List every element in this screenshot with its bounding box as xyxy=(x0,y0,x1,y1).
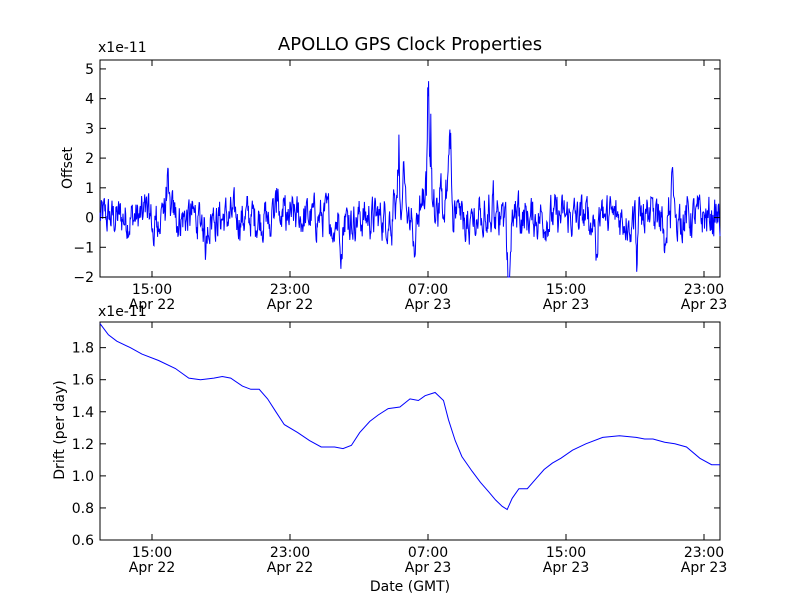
xtick-label-time: 23:00 xyxy=(684,282,724,298)
ytick-label: 0.8 xyxy=(72,501,94,517)
xtick-label-time: 07:00 xyxy=(408,545,448,561)
drift-scale-label: x1e-11 xyxy=(98,304,147,320)
chart-title: APOLLO GPS Clock Properties xyxy=(278,34,542,55)
ytick-label: 0.6 xyxy=(72,533,94,549)
offset-plot-frame xyxy=(99,59,721,278)
ytick-label: 5 xyxy=(85,62,94,78)
xtick-label-time: 23:00 xyxy=(684,545,724,561)
offset-series-line xyxy=(99,81,721,278)
drift-series-line xyxy=(99,323,720,511)
ytick-label: 1.8 xyxy=(72,341,94,357)
offset-ylabel: Offset xyxy=(60,146,76,189)
xtick-label-date: Apr 22 xyxy=(267,560,313,576)
ytick-label: 1.0 xyxy=(72,469,94,485)
xtick-label-time: 15:00 xyxy=(132,545,172,561)
ytick-label: 2 xyxy=(85,151,94,167)
xtick-label-date: Apr 22 xyxy=(267,297,313,313)
xtick-label-time: 15:00 xyxy=(546,282,586,298)
ytick-label: 3 xyxy=(85,121,94,137)
ytick-label: −1 xyxy=(73,240,94,256)
xtick-label-date: Apr 23 xyxy=(543,560,589,576)
xtick-label-time: 07:00 xyxy=(408,282,448,298)
xtick-label-date: Apr 23 xyxy=(405,297,451,313)
ytick-label: −2 xyxy=(73,270,94,286)
drift-ylabel: Drift (per day) xyxy=(52,380,68,479)
ytick-label: 1.6 xyxy=(72,373,94,389)
xtick-label-date: Apr 23 xyxy=(543,297,589,313)
offset-scale-label: x1e-11 xyxy=(98,40,147,56)
xtick-label-date: Apr 23 xyxy=(681,560,727,576)
xtick-label-time: 15:00 xyxy=(546,545,586,561)
xtick-label-time: 15:00 xyxy=(132,282,172,298)
xtick-label-date: Apr 22 xyxy=(129,560,175,576)
drift-plot-frame xyxy=(99,321,721,541)
ytick-label: 1.4 xyxy=(72,405,94,421)
ytick-label: 1.2 xyxy=(72,437,94,453)
xtick-label-time: 23:00 xyxy=(270,282,310,298)
ytick-label: 0 xyxy=(85,211,94,227)
ytick-label: 1 xyxy=(85,181,94,197)
xtick-label-date: Apr 23 xyxy=(405,560,451,576)
drift-xlabel: Date (GMT) xyxy=(370,579,450,595)
xtick-label-date: Apr 23 xyxy=(681,297,727,313)
xtick-label-date: Apr 22 xyxy=(129,297,175,313)
ytick-label: 4 xyxy=(85,92,94,108)
drift-panel: x1e-11 Drift (per day) Date (GMT) 0.6 0.8… xyxy=(52,304,727,595)
xtick-label-time: 23:00 xyxy=(270,545,310,561)
